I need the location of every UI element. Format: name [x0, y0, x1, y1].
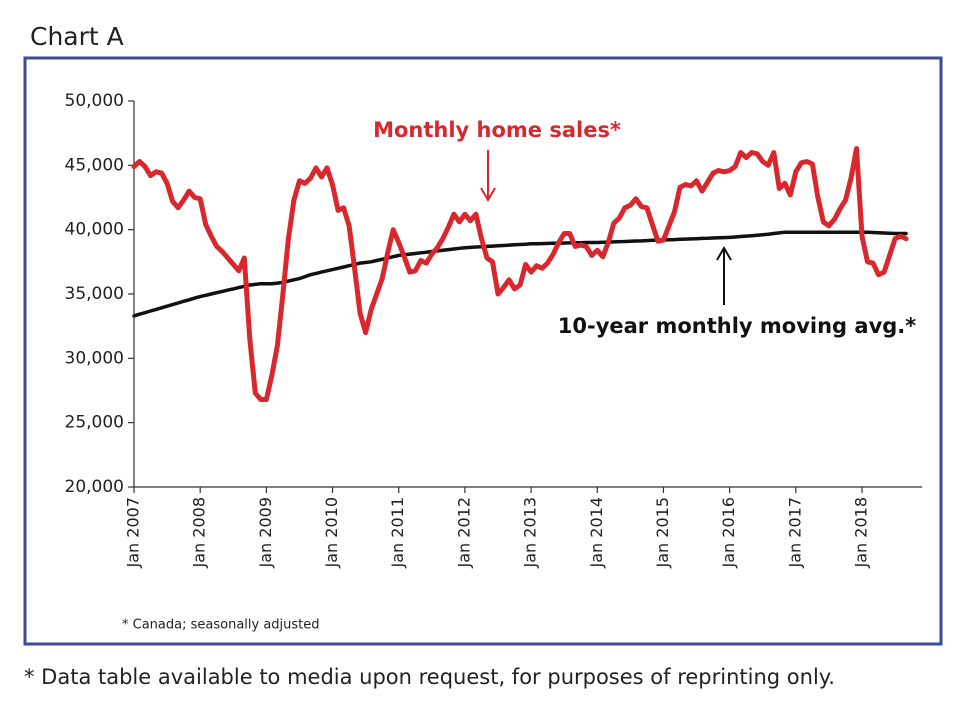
- y-tick-label: 30,000: [65, 348, 124, 368]
- x-tick-label: Jan 2016: [719, 497, 738, 568]
- series-line: [132, 230, 908, 318]
- y-tick-label: 40,000: [65, 220, 124, 240]
- annotation-arrowhead: [480, 187, 496, 202]
- annotation-arrowhead: [716, 246, 732, 261]
- x-tick-label: Jan 2011: [388, 497, 407, 568]
- x-tick-label: Jan 2010: [322, 497, 341, 568]
- x-tick-label: Jan 2017: [785, 497, 804, 568]
- x-tick-label: Jan 2012: [454, 497, 473, 568]
- x-tick-label: Jan 2014: [587, 497, 606, 568]
- series-line: [131, 146, 909, 402]
- x-tick-label: Jan 2015: [653, 497, 672, 568]
- y-tick-label: 25,000: [65, 413, 124, 433]
- y-tick-label: 35,000: [65, 284, 124, 304]
- x-tick-label: Jan 2018: [852, 497, 871, 568]
- frame: [23, 56, 943, 646]
- chart-title: Chart A: [30, 22, 124, 51]
- footnote: * Canada; seasonally adjusted: [122, 618, 320, 633]
- x-tick-label: Jan 2007: [124, 497, 143, 568]
- y-tick-label: 50,000: [65, 91, 124, 111]
- annotation: 10-year monthly moving avg.*: [558, 314, 917, 338]
- x-tick-label: Jan 2009: [256, 497, 275, 568]
- caption: * Data table available to media upon req…: [24, 665, 835, 689]
- annotation: Monthly home sales*: [373, 118, 621, 142]
- x-tick-label: Jan 2013: [521, 497, 540, 568]
- y-tick-label: 20,000: [65, 477, 124, 497]
- y-tick-label: 45,000: [65, 155, 124, 175]
- x-tick-label: Jan 2008: [190, 497, 209, 568]
